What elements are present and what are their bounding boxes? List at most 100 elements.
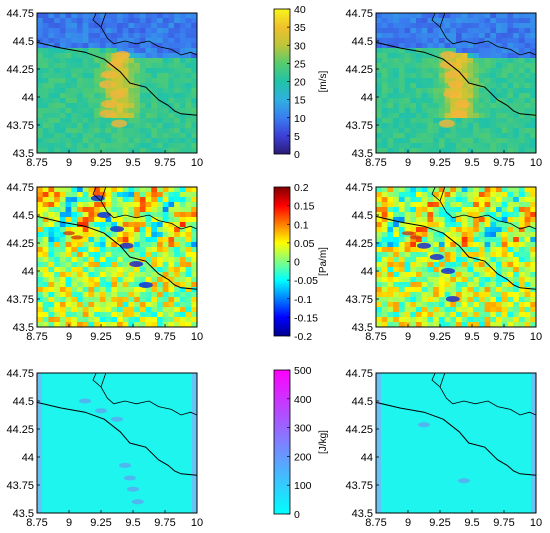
x-tick-label: 9 bbox=[66, 517, 72, 529]
region-border bbox=[100, 13, 197, 56]
axes-frame bbox=[36, 186, 198, 328]
colorbar-tick-label: 300 bbox=[294, 423, 312, 435]
x-tick-label: 9.75 bbox=[493, 331, 514, 343]
colorbar-unit-label: [Pa/m] bbox=[318, 247, 329, 276]
colorbar-tick-label: 10 bbox=[294, 113, 306, 125]
y-tick-label: 43.75 bbox=[6, 480, 34, 492]
colorbar-tick-label: 0.15 bbox=[294, 201, 315, 213]
heatmap-field bbox=[376, 187, 536, 327]
colorbar-tick-label: 40 bbox=[294, 4, 306, 16]
colorbar-tick-label: 20 bbox=[294, 77, 306, 89]
colorbar-tick-label: 500 bbox=[294, 365, 312, 377]
colorbar-unit-label: [m/s] bbox=[318, 70, 329, 92]
x-tick-label: 10 bbox=[530, 157, 542, 169]
y-tick-label: 44.5 bbox=[352, 36, 373, 48]
y-tick-label: 44 bbox=[361, 266, 373, 278]
region-border bbox=[431, 187, 441, 202]
x-tick-label: 9.25 bbox=[429, 517, 450, 529]
heatmap-field bbox=[376, 373, 536, 513]
x-tick-label: 9.5 bbox=[125, 157, 140, 169]
x-tick-label: 9.5 bbox=[464, 517, 479, 529]
colorbar-tick-label: 0.1 bbox=[294, 219, 309, 231]
x-tick-label: 9.75 bbox=[493, 517, 514, 529]
region-border bbox=[100, 373, 197, 416]
y-tick-label: 43.75 bbox=[6, 294, 34, 306]
axes-frame bbox=[375, 12, 537, 154]
coastline bbox=[376, 41, 536, 116]
x-tick-label: 10 bbox=[530, 331, 542, 343]
y-tick-label: 44.25 bbox=[345, 238, 373, 250]
axes-frame bbox=[36, 12, 198, 154]
colorbar-tick-label: 0.2 bbox=[294, 182, 309, 194]
coastline bbox=[37, 41, 197, 116]
y-tick-label: 43.5 bbox=[352, 322, 373, 334]
x-tick-label: 9.75 bbox=[154, 517, 175, 529]
y-tick-label: 44.75 bbox=[345, 182, 373, 194]
y-tick-label: 43.75 bbox=[345, 294, 373, 306]
panel-wind_speed-right: 8.75 9 9.25 9.5 9.75 10 43.5 43.75 44 44.25 44.5 44… bbox=[345, 8, 542, 169]
x-tick-label: 9.5 bbox=[125, 517, 140, 529]
x-tick-label: 8.75 bbox=[26, 517, 47, 529]
region-border bbox=[92, 13, 102, 28]
x-tick-label: 9.75 bbox=[493, 157, 514, 169]
x-tick-label: 10 bbox=[191, 331, 203, 343]
x-tick-label: 9.25 bbox=[90, 517, 111, 529]
colorbar-tick-label: -0.05 bbox=[294, 275, 318, 287]
panels-layer: 8.75 9 9.25 9.5 9.75 10 43.5 43.75 44 44.25 44.5 44… bbox=[6, 8, 542, 529]
colorbar-tick-label: -0.2 bbox=[294, 331, 312, 343]
region-border bbox=[439, 187, 536, 230]
colorbar-tick-label: 5 bbox=[294, 131, 300, 143]
region-border bbox=[100, 187, 197, 230]
colorbar-tick-label: 25 bbox=[294, 58, 306, 70]
x-tick-label: 9 bbox=[405, 331, 411, 343]
x-tick-label: 9.25 bbox=[429, 331, 450, 343]
heatmap-field bbox=[37, 373, 197, 513]
colorbar-tick-label: 0 bbox=[294, 257, 300, 269]
x-tick-label: 9 bbox=[66, 157, 72, 169]
panel-wind_speed-left: 8.75 9 9.25 9.5 9.75 10 43.5 43.75 44 44.25 44.5 44… bbox=[6, 8, 203, 169]
y-tick-label: 43.75 bbox=[345, 480, 373, 492]
region-border bbox=[439, 13, 536, 56]
colorbar-energy: 0 100 200 300 400 500 [J/kg] bbox=[273, 365, 329, 521]
coastline bbox=[37, 401, 197, 476]
x-tick-label: 9.5 bbox=[464, 157, 479, 169]
colorbars-layer: 0 5 10 15 20 25 30 35 40 [m/s] 0.2 0.15 0.1 0.05 0 -0.0… bbox=[273, 4, 329, 521]
y-tick-label: 43.5 bbox=[352, 148, 373, 160]
y-tick-label: 44 bbox=[22, 92, 34, 104]
x-tick-label: 9 bbox=[405, 157, 411, 169]
colorbar-pressure_gradient: 0.2 0.15 0.1 0.05 0 -0.05 -0.1 -0.15 -0.2 [Pa/m] bbox=[273, 182, 329, 343]
x-tick-label: 9.25 bbox=[429, 157, 450, 169]
y-tick-label: 43.5 bbox=[13, 148, 34, 160]
colorbar-tick-label: -0.1 bbox=[294, 294, 312, 306]
x-tick-label: 9.25 bbox=[90, 157, 111, 169]
panel-pressure_gradient-right: 8.75 9 9.25 9.5 9.75 10 43.5 43.75 44 44.25 44.5 44… bbox=[345, 182, 542, 343]
x-tick-label: 9.25 bbox=[90, 331, 111, 343]
y-tick-label: 44.5 bbox=[352, 210, 373, 222]
panel-pressure_gradient-left: 8.75 9 9.25 9.5 9.75 10 43.5 43.75 44 44.25 44.5 44… bbox=[6, 182, 203, 343]
y-tick-label: 44 bbox=[22, 452, 34, 464]
y-tick-label: 44.5 bbox=[13, 210, 34, 222]
panel-energy-right: 8.75 9 9.25 9.5 9.75 10 43.5 43.75 44 44.25 44.5 44… bbox=[345, 368, 542, 529]
y-tick-label: 44.75 bbox=[6, 8, 34, 20]
x-tick-label: 9.5 bbox=[464, 331, 479, 343]
y-tick-label: 44.75 bbox=[6, 368, 34, 380]
y-tick-label: 44.75 bbox=[345, 8, 373, 20]
coastline bbox=[37, 215, 197, 290]
axes-frame bbox=[375, 186, 537, 328]
y-tick-label: 44.25 bbox=[345, 424, 373, 436]
heatmap-field bbox=[37, 13, 197, 153]
coastline bbox=[376, 215, 536, 290]
x-tick-label: 9.5 bbox=[125, 331, 140, 343]
coastline bbox=[376, 401, 536, 476]
region-border bbox=[439, 373, 536, 416]
y-tick-label: 44.5 bbox=[13, 36, 34, 48]
x-tick-label: 8.75 bbox=[365, 331, 386, 343]
x-tick-label: 10 bbox=[191, 157, 203, 169]
x-tick-label: 8.75 bbox=[365, 517, 386, 529]
y-tick-label: 44.25 bbox=[345, 64, 373, 76]
colorbar-tick-label: 0 bbox=[294, 509, 300, 521]
x-tick-label: 10 bbox=[191, 517, 203, 529]
y-tick-label: 44 bbox=[22, 266, 34, 278]
y-tick-label: 44.75 bbox=[6, 182, 34, 194]
